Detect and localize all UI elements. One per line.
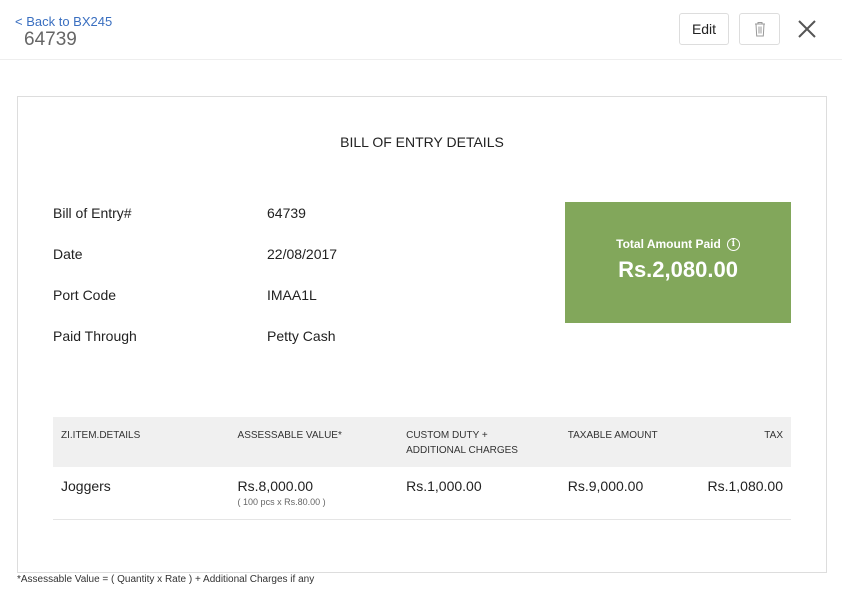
page-title: 64739 bbox=[24, 29, 77, 50]
field-value: IMAA1L bbox=[267, 287, 317, 303]
field-value: 22/08/2017 bbox=[267, 246, 338, 262]
bill-of-entry-card: BILL OF ENTRY DETAILS Bill of Entry# 6473… bbox=[17, 96, 827, 573]
field-value: Petty Cash bbox=[267, 328, 336, 344]
edit-button[interactable]: Edit bbox=[679, 13, 729, 45]
assessable-note: ( 100 pcs x Rs.80.00 ) bbox=[237, 497, 326, 507]
field-label: Port Code bbox=[53, 287, 117, 303]
field-label: Paid Through bbox=[53, 328, 137, 344]
total-label: Total Amount Paid bbox=[616, 237, 721, 251]
cell-tax: Rs.1,080.00 bbox=[699, 467, 791, 520]
field-label: Bill of Entry# bbox=[53, 205, 132, 221]
card-heading: BILL OF ENTRY DETAILS bbox=[340, 134, 504, 150]
col-taxable: TAXABLE AMOUNT bbox=[559, 417, 700, 467]
table-header-row: ZI.ITEM.DETAILS ASSESSABLE VALUE* CUSTOM… bbox=[53, 417, 791, 467]
col-tax: TAX bbox=[699, 417, 791, 467]
cell-taxable: Rs.9,000.00 bbox=[559, 467, 700, 520]
footnote: *Assessable Value = ( Quantity x Rate ) … bbox=[17, 574, 315, 585]
field-date: Date 22/08/2017 bbox=[53, 246, 337, 262]
field-value: 64739 bbox=[267, 205, 306, 221]
header-divider bbox=[0, 59, 842, 60]
col-item: ZI.ITEM.DETAILS bbox=[53, 417, 230, 467]
field-label: Date bbox=[53, 246, 83, 262]
delete-button[interactable] bbox=[739, 13, 780, 45]
trash-icon bbox=[754, 22, 765, 37]
total-amount: Rs.2,080.00 bbox=[618, 257, 738, 282]
col-assessable: ASSESSABLE VALUE* bbox=[229, 417, 399, 467]
table-row: Joggers Rs.8,000.00 ( 100 pcs x Rs.80.00 … bbox=[53, 467, 791, 520]
assessable-value: Rs.8,000.00 bbox=[237, 478, 314, 494]
info-icon[interactable]: i bbox=[726, 237, 740, 251]
field-bill-of-entry: Bill of Entry# 64739 bbox=[53, 205, 306, 221]
col-custom-duty: CUSTOM DUTY + ADDITIONAL CHARGES bbox=[398, 417, 560, 467]
field-paid-through: Paid Through Petty Cash bbox=[53, 328, 335, 344]
cell-custom-duty: Rs.1,000.00 bbox=[398, 467, 560, 520]
total-amount-box: Total Amount Paid i Rs.2,080.00 bbox=[565, 202, 791, 323]
cell-assessable: Rs.8,000.00 ( 100 pcs x Rs.80.00 ) bbox=[229, 467, 399, 520]
field-port-code: Port Code IMAA1L bbox=[53, 287, 317, 303]
cell-item: Joggers bbox=[53, 467, 230, 520]
items-table: ZI.ITEM.DETAILS ASSESSABLE VALUE* CUSTOM… bbox=[53, 417, 791, 520]
close-icon[interactable] bbox=[795, 17, 819, 41]
back-link[interactable]: < Back to BX245 bbox=[15, 14, 113, 29]
